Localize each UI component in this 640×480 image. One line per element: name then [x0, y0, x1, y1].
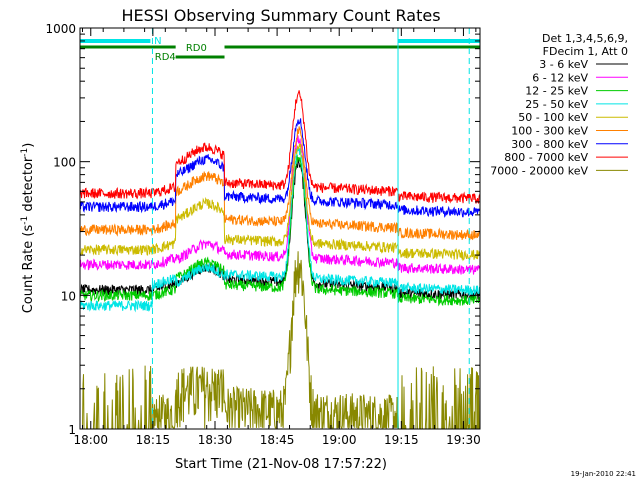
y-axis-label-main: Count Rate (s: [21, 225, 36, 314]
series-line-4: [79, 143, 480, 262]
flag-label-n: N: [154, 36, 161, 47]
legend-label: 50 - 100 keV: [518, 111, 588, 124]
flag-label-rd0: RD0: [186, 43, 207, 54]
instrument-flags: N RD0 RD4: [80, 36, 480, 63]
legend-header-line1: Det 1,3,4,5,6,9,: [542, 32, 628, 45]
legend-label: 6 - 12 keV: [532, 71, 588, 84]
y-tick-label: 1: [68, 423, 76, 437]
legend-header-line2: FDecim 1, Att 0: [543, 45, 628, 58]
y-tick-label: 1000: [45, 22, 76, 36]
y-axis-label-sup2: -1: [20, 148, 30, 157]
series-line-1: [79, 133, 480, 275]
plot-frame: [79, 27, 481, 430]
series-line-3: [79, 147, 480, 313]
x-axis-label: Start Time (21-Nov-08 17:57:22): [175, 457, 387, 472]
x-tick-label: 18:15: [136, 433, 171, 447]
legend-label: 300 - 800 keV: [511, 138, 588, 151]
legend-label: 7000 - 20000 keV: [490, 164, 588, 177]
y-axis-label-sup1: -1: [20, 216, 30, 225]
x-tick-label: 19:15: [384, 433, 419, 447]
flag-label-rd4: RD4: [155, 52, 176, 63]
legend-label: 800 - 7000 keV: [504, 151, 588, 164]
x-tick-label: 19:00: [322, 433, 357, 447]
x-tick-label: 19:30: [446, 433, 481, 447]
y-axis-ticks: 1 10 100 1000: [45, 22, 480, 437]
legend-label: 25 - 50 keV: [525, 98, 588, 111]
x-tick-label: 18:45: [260, 433, 295, 447]
series-line-2: [79, 154, 480, 307]
series-line-5: [79, 126, 480, 241]
y-tick-label: 100: [53, 156, 76, 170]
legend-label: 3 - 6 keV: [539, 58, 588, 71]
y-tick-label: 10: [61, 289, 76, 303]
y-axis-label-end: ): [21, 143, 36, 148]
y-axis-label: Count Rate (s-1 detector-1): [20, 143, 36, 314]
legend-label: 100 - 300 keV: [511, 125, 588, 138]
series-lines: [79, 90, 480, 430]
x-tick-label: 18:30: [198, 433, 233, 447]
series-line-6: [79, 118, 480, 218]
chart-title: HESSI Observing Summary Count Rates: [121, 6, 440, 25]
series-line-7: [79, 90, 480, 204]
y-axis-label-mid: detector: [21, 156, 36, 216]
x-axis-ticks: 18:00 18:15 18:30 18:45 19:00 19:15 19:30: [73, 28, 481, 447]
legend-label: 12 - 25 keV: [525, 85, 588, 98]
x-tick-label: 18:00: [73, 433, 108, 447]
timestamp: 19-Jan-2010 22:41: [571, 470, 636, 478]
